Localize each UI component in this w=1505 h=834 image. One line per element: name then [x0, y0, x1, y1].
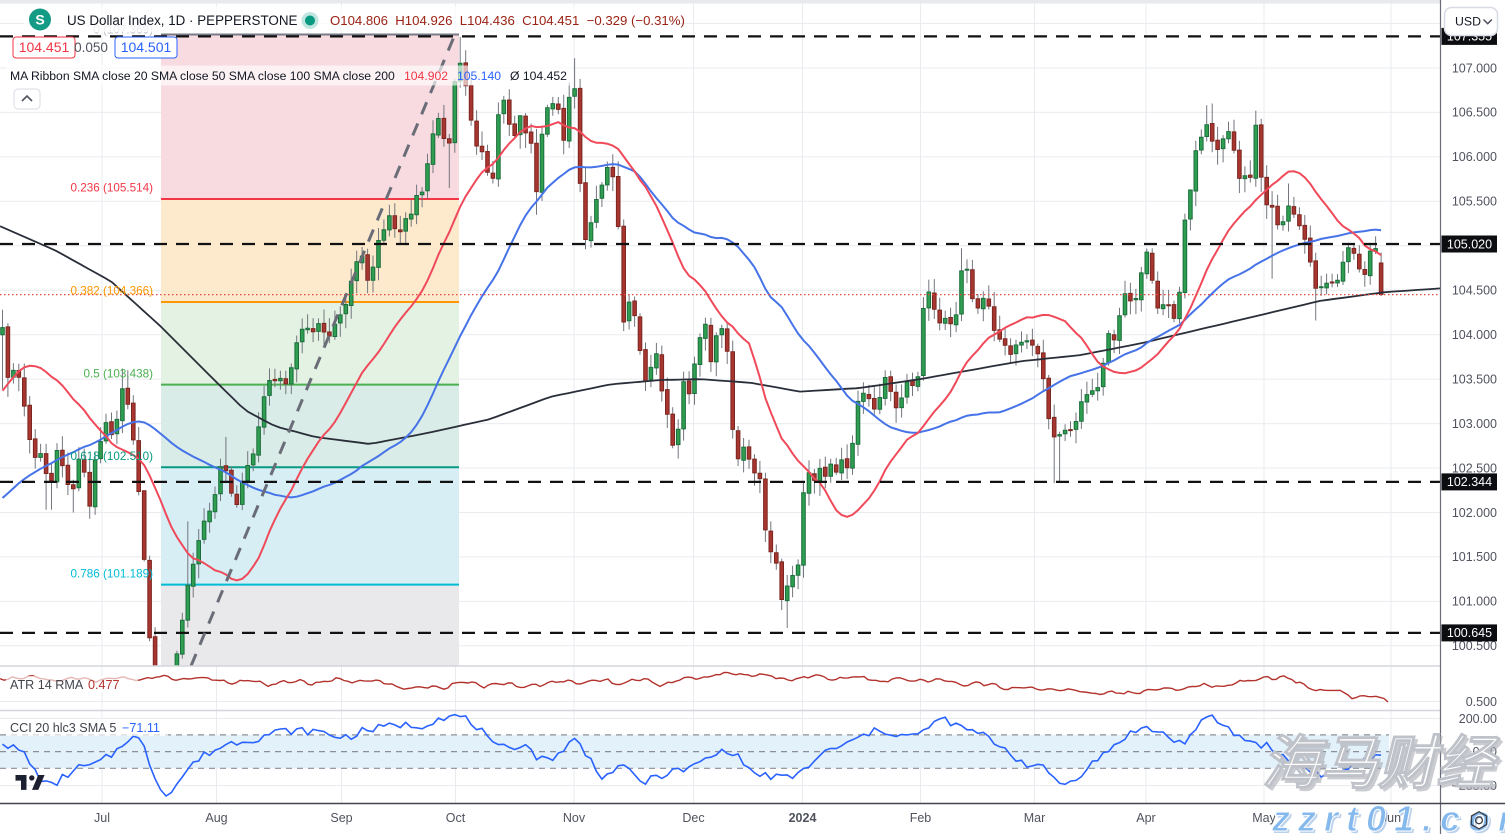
svg-text:100.500: 100.500 [1452, 639, 1497, 653]
svg-text:May: May [1252, 811, 1276, 825]
svg-text:104.902: 104.902 [404, 69, 448, 83]
svg-text:Apr: Apr [1136, 811, 1155, 825]
svg-text:海马财经: 海马财经 [1262, 731, 1501, 796]
svg-text:zzrt01.com: zzrt01.com [1271, 798, 1505, 834]
svg-text:S: S [35, 12, 44, 28]
svg-text:−200.00: −200.00 [1451, 779, 1497, 793]
svg-text:O104.806 H104.926 L104.436: O104.806 H104.926 L104.436 C104.451 −0.3… [330, 13, 685, 28]
svg-text:0.786 (101.189): 0.786 (101.189) [70, 568, 153, 581]
svg-text:ATR 14 RMA: ATR 14 RMA [10, 678, 84, 692]
svg-text:Feb: Feb [910, 811, 932, 825]
svg-text:0.236 (105.514): 0.236 (105.514) [70, 182, 153, 195]
svg-text:0.477: 0.477 [88, 678, 120, 692]
svg-text:Mar: Mar [1024, 811, 1046, 825]
svg-text:104.000: 104.000 [1452, 328, 1497, 342]
svg-text:103.500: 103.500 [1452, 372, 1497, 386]
svg-text:Oct: Oct [446, 811, 466, 825]
svg-text:海马财经: 海马财经 [1262, 731, 1501, 796]
svg-text:0.618 (102.510): 0.618 (102.510) [70, 450, 153, 463]
svg-text:100.645: 100.645 [1447, 626, 1492, 640]
svg-text:CCI 20 hlc3 SMA 5: CCI 20 hlc3 SMA 5 [10, 721, 116, 735]
svg-text:zzrt01.com: zzrt01.com [1273, 800, 1505, 834]
svg-text:Aug: Aug [205, 811, 227, 825]
svg-text:101.500: 101.500 [1452, 550, 1497, 564]
svg-text:Jun: Jun [1381, 811, 1401, 825]
svg-text:0.500: 0.500 [1466, 695, 1497, 709]
svg-text:0.5 (103.438): 0.5 (103.438) [83, 368, 153, 381]
svg-text:2024: 2024 [789, 811, 817, 825]
svg-text:105.020: 105.020 [1447, 237, 1492, 251]
svg-text:USD: USD [1455, 15, 1481, 29]
svg-text:104.451: 104.451 [19, 39, 70, 55]
svg-text:104.500: 104.500 [1452, 284, 1497, 298]
svg-text:103.000: 103.000 [1452, 417, 1497, 431]
svg-text:US Dollar Index, 1D · PEPPERST: US Dollar Index, 1D · PEPPERSTONE [67, 13, 298, 28]
svg-text:−71.11: −71.11 [122, 721, 160, 735]
svg-text:Jul: Jul [94, 811, 110, 825]
svg-text:海马财经: 海马财经 [1265, 734, 1504, 799]
svg-text:Dec: Dec [682, 811, 704, 825]
svg-text:102.344: 102.344 [1447, 475, 1492, 489]
svg-text:0.050: 0.050 [74, 40, 108, 55]
svg-text:105.140: 105.140 [457, 69, 501, 83]
svg-text:106.500: 106.500 [1452, 106, 1497, 120]
svg-text:104.501: 104.501 [121, 39, 172, 55]
svg-text:Sep: Sep [330, 811, 352, 825]
svg-text:MA Ribbon SMA close 20 SMA clo: MA Ribbon SMA close 20 SMA close 50 SMA … [10, 69, 395, 83]
svg-text:106.000: 106.000 [1452, 150, 1497, 164]
svg-text:0.382 (104.366): 0.382 (104.366) [70, 285, 153, 298]
svg-text:107.000: 107.000 [1452, 61, 1497, 75]
svg-text:Nov: Nov [563, 811, 586, 825]
svg-text:101.000: 101.000 [1452, 595, 1497, 609]
svg-text:105.500: 105.500 [1452, 195, 1497, 209]
svg-text:海马财经: 海马财经 [1265, 734, 1504, 799]
svg-text:Ø 104.452: Ø 104.452 [510, 69, 567, 83]
svg-text:102.000: 102.000 [1452, 506, 1497, 520]
svg-text:200.00: 200.00 [1459, 712, 1497, 726]
svg-text:0.00: 0.00 [1473, 745, 1497, 759]
svg-text:102.500: 102.500 [1452, 461, 1497, 475]
